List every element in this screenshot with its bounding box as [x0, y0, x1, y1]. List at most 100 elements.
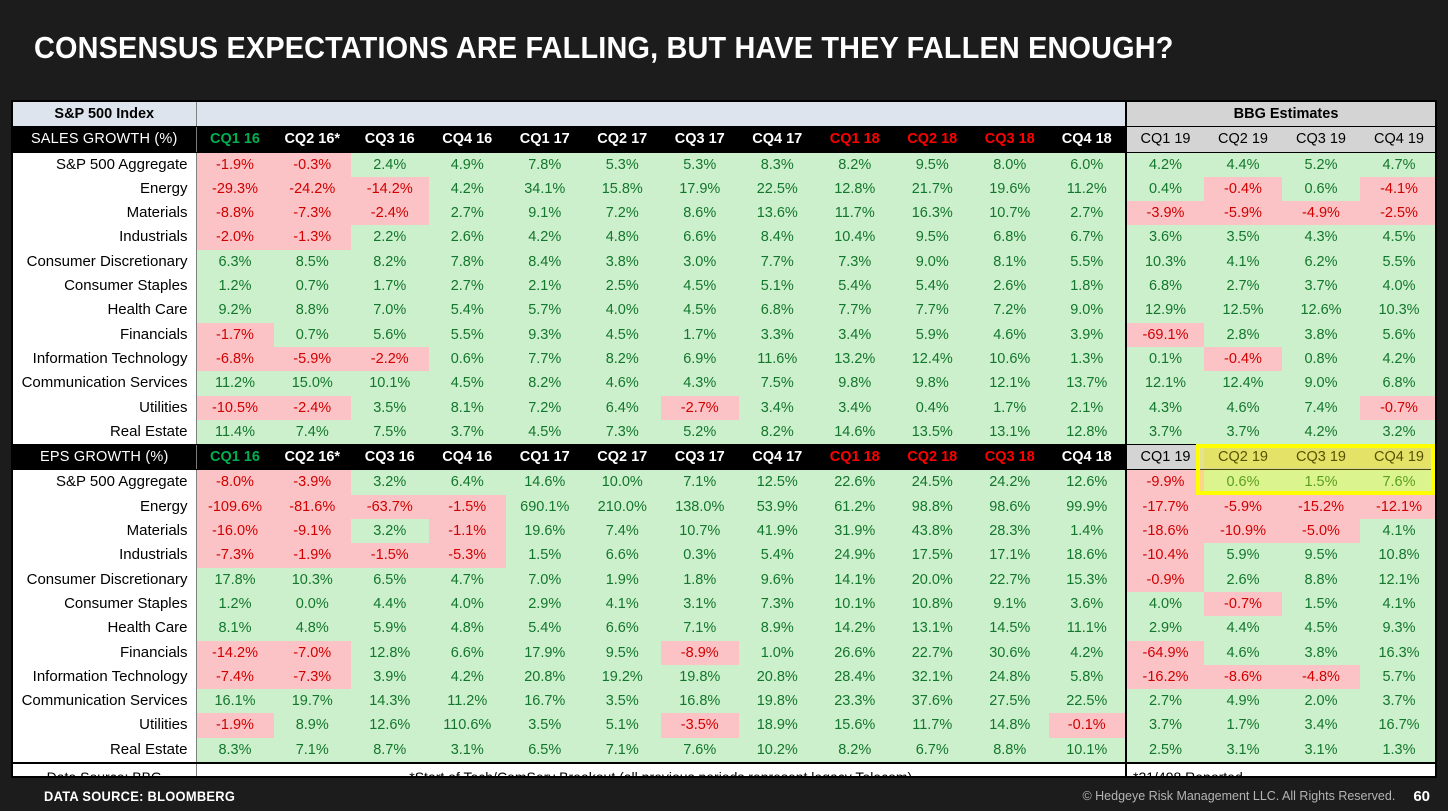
data-cell: 20.8% — [738, 664, 816, 690]
data-cell: 0.1% — [1125, 346, 1204, 372]
column-header-cq2-17[interactable]: CQ2 17 — [583, 126, 661, 153]
data-cell: 10.0% — [583, 469, 661, 495]
column-header-cq1-17[interactable]: CQ1 17 — [506, 444, 584, 471]
column-header-cq3-17[interactable]: CQ3 17 — [661, 126, 739, 153]
data-cell: 2.6% — [971, 274, 1049, 299]
column-header-cq1-19[interactable]: CQ1 19 — [1125, 126, 1204, 153]
column-header-cq3-18[interactable]: CQ3 18 — [971, 444, 1049, 471]
table-row: Real Estate 11.4% 7.4% 7.5% 3.7% 4.5% 7.3% 5.2%… — [13, 419, 1435, 446]
data-cell: 20.0% — [893, 567, 971, 592]
table-row: Financials -1.7% 0.7% 5.6% 5.5% 9.3% 4.5% 1.7% 3… — [13, 322, 1435, 347]
column-header-cq2-18[interactable]: CQ2 18 — [893, 444, 971, 471]
column-header-cq1-16[interactable]: CQ1 16 — [196, 126, 274, 153]
column-header-cq1-18[interactable]: CQ1 18 — [816, 126, 894, 153]
column-header-cq2-16[interactable]: CQ2 16* — [273, 126, 351, 153]
column-header-cq4-18[interactable]: CQ4 18 — [1048, 126, 1126, 153]
column-header-cq2-19[interactable]: CQ2 19 — [1204, 126, 1282, 153]
data-cell: -1.1% — [428, 519, 506, 544]
column-header-cq2-19[interactable]: CQ2 19 — [1204, 444, 1282, 471]
column-header-cq1-16[interactable]: CQ1 16 — [196, 444, 274, 471]
data-cell: 6.6% — [661, 225, 739, 250]
column-header-cq2-16[interactable]: CQ2 16* — [273, 444, 351, 471]
data-cell: 3.1% — [1282, 737, 1360, 764]
data-cell: 110.6% — [428, 713, 506, 738]
data-cell: 12.8% — [816, 176, 894, 202]
data-cell: 24.2% — [971, 469, 1049, 495]
data-cell: 7.4% — [1282, 395, 1360, 420]
data-cell: 7.7% — [738, 249, 816, 275]
data-cell: 6.5% — [351, 567, 429, 592]
data-cell: 6.8% — [1360, 371, 1435, 396]
data-table-container: S&P 500 Index BBG Estimates SALES GROWTH (… — [11, 100, 1437, 778]
footnote-note: *Start of Tech/ComServ Breakout (all pre… — [196, 762, 1126, 776]
column-header-cq4-16[interactable]: CQ4 16 — [428, 444, 506, 471]
data-cell: 8.1% — [428, 395, 506, 420]
data-cell: 6.6% — [583, 616, 661, 641]
data-cell: -3.5% — [661, 713, 739, 738]
data-cell: 6.5% — [506, 737, 584, 764]
data-cell: 4.5% — [661, 274, 739, 299]
column-header-cq3-19[interactable]: CQ3 19 — [1282, 444, 1360, 471]
column-header-cq4-17[interactable]: CQ4 17 — [738, 444, 816, 471]
column-header-cq4-18[interactable]: CQ4 18 — [1048, 444, 1126, 471]
data-cell: 4.1% — [1360, 519, 1435, 544]
data-cell: 4.3% — [661, 371, 739, 396]
data-cell: -1.5% — [351, 543, 429, 568]
data-cell: 3.5% — [351, 395, 429, 420]
data-cell: 7.0% — [506, 567, 584, 592]
data-cell: 4.7% — [428, 567, 506, 592]
column-header-cq3-16[interactable]: CQ3 16 — [351, 126, 429, 153]
data-cell: 16.3% — [1360, 640, 1435, 665]
row-label: Utilities — [13, 395, 197, 420]
data-cell: 13.1% — [971, 419, 1049, 446]
table-row: Energy -109.6% -81.6% -63.7% -1.5% 690.1% 210.… — [13, 494, 1435, 520]
data-cell: 1.7% — [661, 322, 739, 347]
column-header-cq2-18[interactable]: CQ2 18 — [893, 126, 971, 153]
data-cell: 9.1% — [506, 201, 584, 226]
table-row: Consumer Discretionary 17.8% 10.3% 6.5% 4.7%… — [13, 567, 1435, 592]
data-cell: 7.5% — [738, 371, 816, 396]
data-cell: 3.1% — [1204, 737, 1282, 764]
data-cell: 8.2% — [506, 371, 584, 396]
data-cell: 5.2% — [1282, 152, 1360, 177]
data-cell: 8.2% — [351, 249, 429, 275]
data-cell: 4.0% — [1360, 274, 1435, 299]
data-cell: -14.2% — [196, 640, 274, 665]
column-header-cq2-17[interactable]: CQ2 17 — [583, 444, 661, 471]
column-header-cq4-17[interactable]: CQ4 17 — [738, 126, 816, 153]
column-header-cq4-19[interactable]: CQ4 19 — [1360, 444, 1435, 471]
data-cell: 32.1% — [893, 664, 971, 690]
table-row: Real Estate 8.3% 7.1% 8.7% 3.1% 6.5% 7.1% 7.6% 1… — [13, 737, 1435, 764]
data-cell: 3.2% — [351, 469, 429, 495]
data-cell: 10.7% — [661, 519, 739, 544]
data-cell: 4.6% — [971, 322, 1049, 347]
column-header-cq1-18[interactable]: CQ1 18 — [816, 444, 894, 471]
table-row: Consumer Staples 1.2% 0.7% 1.7% 2.7% 2.1% 2.5%… — [13, 274, 1435, 299]
data-cell: -7.3% — [273, 664, 351, 690]
column-header-cq4-16[interactable]: CQ4 16 — [428, 126, 506, 153]
row-label: Consumer Discretionary — [13, 567, 197, 592]
table-row: Communication Services 16.1% 19.7% 14.3% 11.… — [13, 689, 1435, 714]
bottom-source-label: DATA SOURCE: BLOOMBERG — [44, 788, 236, 804]
data-cell: 10.6% — [971, 346, 1049, 372]
row-label: Health Care — [13, 616, 197, 641]
section-header-row: SALES GROWTH (%) CQ1 16 CQ2 16* CQ3 16 CQ4 1… — [13, 126, 1435, 153]
column-header-cq3-17[interactable]: CQ3 17 — [661, 444, 739, 471]
column-header-cq1-19[interactable]: CQ1 19 — [1125, 444, 1204, 471]
data-cell: 14.8% — [971, 713, 1049, 738]
data-cell: -24.2% — [273, 176, 351, 202]
data-cell: 2.4% — [351, 152, 429, 177]
column-header-cq3-18[interactable]: CQ3 18 — [971, 126, 1049, 153]
table-row: S&P 500 Aggregate -1.9% -0.3% 2.4% 4.9% 7.8% 5… — [13, 152, 1435, 177]
data-cell: 8.6% — [661, 201, 739, 226]
column-header-cq3-19[interactable]: CQ3 19 — [1282, 126, 1360, 153]
data-cell: -1.5% — [428, 494, 506, 520]
data-cell: 13.5% — [893, 419, 971, 446]
column-header-cq4-19[interactable]: CQ4 19 — [1360, 126, 1435, 153]
data-cell: 7.4% — [583, 519, 661, 544]
column-header-cq3-16[interactable]: CQ3 16 — [351, 444, 429, 471]
data-cell: 5.7% — [506, 298, 584, 323]
column-header-cq1-17[interactable]: CQ1 17 — [506, 126, 584, 153]
data-cell: 1.5% — [1282, 469, 1360, 495]
footnote-source: Data Source: BBG — [13, 762, 197, 776]
